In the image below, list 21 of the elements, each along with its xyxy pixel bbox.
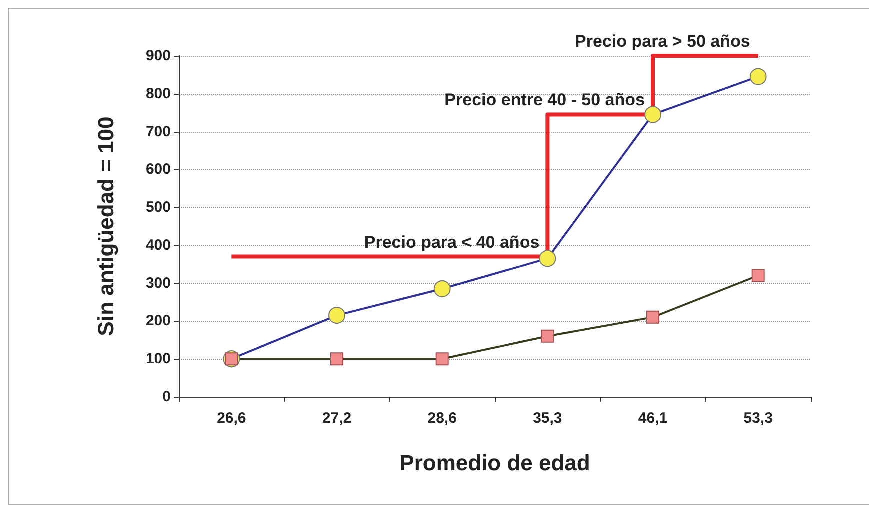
annotation: Precio para < 40 años [364, 232, 540, 252]
y-tick-label: 200 [146, 312, 171, 330]
y-tick-label: 400 [146, 236, 171, 254]
x-tick-label: 28,6 [428, 410, 457, 427]
x-tick-label: 53,3 [744, 410, 773, 427]
x-tick-label: 27,2 [322, 410, 352, 427]
x-tick-label: 26,6 [217, 410, 246, 427]
y-axis-title: Sin antigüedad = 100 [94, 116, 118, 336]
x-axis-title: Promedio de edad [400, 450, 590, 476]
y-tick-label: 500 [146, 199, 171, 216]
y-tick-label: 0 [162, 388, 171, 406]
y-tick-label: 900 [146, 48, 171, 64]
annotation: Precio para > 50 años [575, 32, 750, 51]
y-tick-label: 300 [146, 274, 171, 292]
y-tick-label: 700 [146, 123, 171, 140]
y-tick-label: 800 [146, 85, 171, 102]
y-tick-label: 100 [146, 350, 171, 368]
x-tick-label: 46,1 [638, 410, 668, 427]
annotation: Precio entre 40 - 50 años [444, 90, 645, 110]
x-tick-label: 35,3 [533, 410, 562, 427]
y-tick-label: 600 [146, 161, 171, 178]
